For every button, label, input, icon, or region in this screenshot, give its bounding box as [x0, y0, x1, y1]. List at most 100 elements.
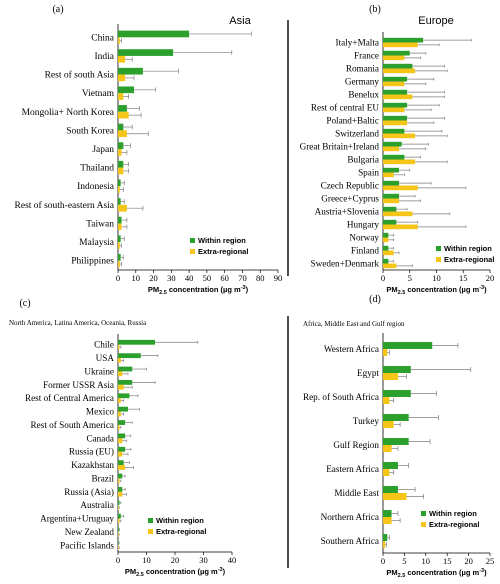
category-label: Bulgaria [347, 155, 379, 165]
panel-label: (c) [19, 298, 30, 309]
panel-subtitle: North America, Latina America, Oceania, … [9, 319, 147, 327]
category-label: Brazil [92, 473, 115, 483]
bar-within-region [118, 393, 130, 399]
category-label: Middle East [334, 488, 379, 498]
bar-within-region [383, 89, 408, 95]
bar-within-region [383, 486, 398, 493]
bar-extra-regional [118, 371, 123, 377]
bar-extra-regional [383, 421, 394, 428]
bar-within-region [118, 339, 156, 345]
bar-extra-regional [118, 411, 121, 417]
panel-b: (b) Europe 0 5 10 15 20 PM2.5 concentration (µg… [300, 4, 495, 296]
x-tick-label: 10 [422, 556, 431, 566]
legend-swatch-extra [148, 529, 153, 534]
bar-extra-regional [118, 545, 119, 551]
bar-within-region [118, 216, 122, 224]
category-label: Gulf Region [333, 440, 379, 450]
bar-within-region [118, 198, 121, 205]
category-label: Argentina+Uruguay [40, 514, 114, 524]
bar-within-region [118, 486, 123, 492]
category-label: Switzerland [335, 129, 379, 139]
x-tick-label: 90 [274, 273, 283, 283]
bar-within-region [118, 253, 121, 261]
bar-extra-regional [383, 237, 389, 243]
bar-within-region [118, 67, 143, 75]
category-label: Mexico [86, 407, 114, 417]
category-label: Western Africa [324, 344, 379, 354]
bar-within-region [383, 206, 397, 212]
category-label: Finland [351, 246, 379, 256]
bar-within-region [383, 50, 410, 56]
panel-label: (a) [52, 4, 63, 15]
x-tick-label: 40 [228, 555, 237, 565]
bar-within-region [383, 232, 389, 238]
bar-extra-regional [118, 149, 122, 156]
panel-d: (d) Africa, Middle East and Gulf region 0 5… [303, 294, 494, 579]
bar-within-region [383, 167, 400, 173]
bar-within-region [383, 115, 408, 121]
category-label: Greece+Cyprus [321, 194, 379, 204]
bar-extra-regional [118, 223, 122, 231]
bar-extra-regional [118, 74, 126, 82]
x-tick-label: 10 [142, 555, 151, 565]
bar-extra-regional [383, 81, 405, 87]
category-label: China [91, 33, 114, 43]
x-tick-label: 25 [486, 556, 495, 566]
bar-within-region [383, 390, 411, 397]
category-label: Taiwan [86, 219, 114, 229]
x-tick-label: 15 [459, 273, 468, 283]
category-label: Sweden+Denmark [311, 259, 380, 269]
bar-within-region [118, 513, 121, 519]
bar-within-region [118, 433, 126, 439]
bar-extra-regional [383, 68, 416, 74]
bar-within-region [118, 460, 124, 466]
bar-within-region [383, 37, 424, 43]
category-label: Northern Africa [321, 512, 379, 522]
bar-extra-regional [383, 107, 405, 113]
bar-extra-regional [383, 517, 392, 524]
bar-within-region [118, 420, 126, 425]
bar-extra-regional [118, 93, 124, 100]
bar-extra-regional [118, 518, 120, 524]
bar-within-region [383, 193, 400, 199]
bar-within-region [383, 438, 409, 445]
bar-extra-regional [118, 398, 121, 404]
bar-within-region [118, 160, 124, 168]
bar-within-region [118, 353, 141, 359]
bar-extra-regional [383, 493, 407, 500]
category-label: Indonesia [77, 182, 115, 192]
category-label: Rest of central EU [311, 103, 379, 113]
x-tick-label: 10 [132, 273, 141, 283]
x-tick-label: 20 [486, 273, 495, 283]
x-tick-label: 10 [432, 273, 441, 283]
bar-within-region [383, 102, 408, 108]
panel-label: (d) [369, 294, 381, 305]
bar-extra-regional [118, 344, 120, 350]
x-axis-title: PM2.5 concentration (µg m-3) [148, 285, 249, 296]
x-tick-label: 5 [408, 273, 412, 283]
bar-within-region [383, 76, 408, 82]
bar-extra-regional [118, 358, 121, 363]
x-tick-label: 0 [116, 273, 120, 283]
bar-extra-regional [118, 451, 123, 457]
category-label: Canada [86, 433, 114, 443]
bar-within-region [383, 180, 400, 186]
legend-swatch-extra [436, 257, 441, 262]
category-label: Russia (Asia) [64, 487, 114, 497]
category-label: Kazakhstan [71, 460, 114, 470]
category-label: Romania [346, 64, 379, 74]
x-axis-title: PM2.5 concentration (µg m-3) [386, 285, 487, 296]
bar-extra-regional [383, 159, 416, 165]
x-tick-label: 20 [171, 555, 180, 565]
x-tick-label: 40 [185, 273, 194, 283]
category-label: Austria+Slovenia [315, 207, 379, 217]
bar-extra-regional [118, 242, 120, 249]
bar-extra-regional [118, 167, 124, 175]
category-label: Great Britain+Ireland [300, 142, 380, 152]
category-label: Thailand [80, 164, 114, 174]
panel-label: (b) [369, 4, 381, 15]
bar-within-region [383, 128, 405, 134]
category-label: Philippines [71, 257, 114, 267]
bar-extra-regional [383, 94, 413, 100]
bar-within-region [383, 342, 433, 349]
